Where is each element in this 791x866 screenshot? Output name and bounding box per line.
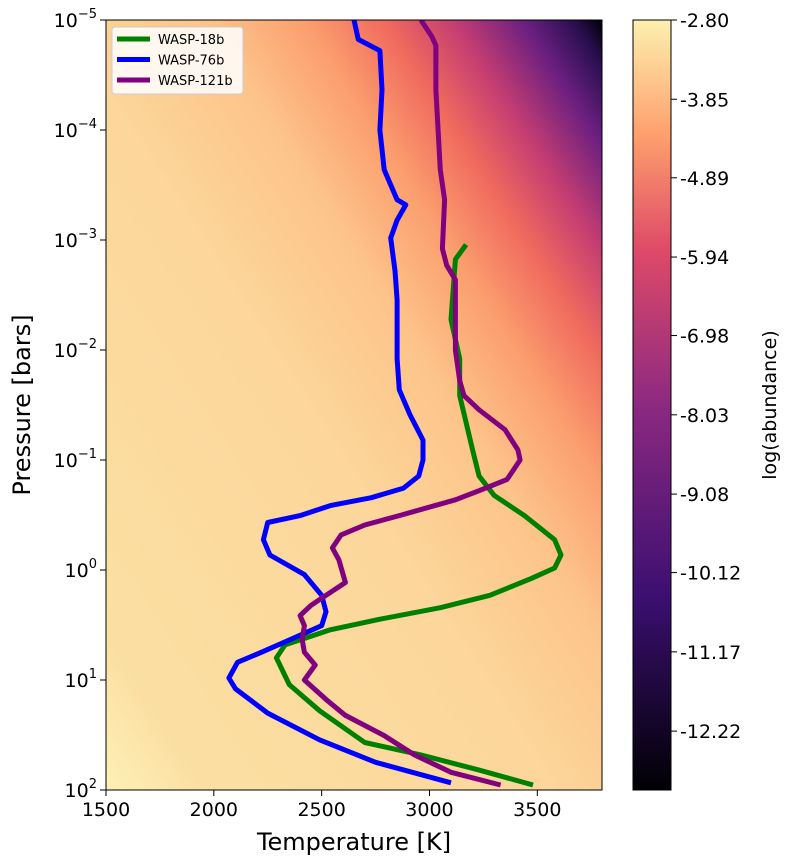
colorbar-tick-label: -4.89 bbox=[680, 168, 729, 190]
colorbar-tick-label: -5.94 bbox=[680, 247, 729, 269]
y-tick-label: 10−5 bbox=[54, 7, 97, 32]
colorbar-label: log(abundance) bbox=[759, 330, 781, 479]
y-tick-label: 10−1 bbox=[54, 447, 97, 472]
x-tick-label: 3000 bbox=[405, 799, 453, 821]
x-tick-label: 3500 bbox=[513, 799, 561, 821]
x-tick-label: 1500 bbox=[82, 799, 130, 821]
y-tick-label: 101 bbox=[65, 667, 97, 692]
legend-box bbox=[111, 26, 244, 95]
colorbar-tick-label: -9.08 bbox=[680, 484, 729, 506]
series-line bbox=[226, 20, 452, 786]
lines bbox=[226, 20, 564, 788]
legend-label: WASP-121b bbox=[158, 74, 233, 89]
legend-label: WASP-76b bbox=[158, 54, 224, 69]
colorbar-tick-label: -2.80 bbox=[680, 10, 729, 32]
colorbar-tick-label: -3.85 bbox=[680, 89, 729, 111]
y-tick-label: 10−2 bbox=[54, 337, 97, 362]
plot-frame bbox=[105, 19, 603, 791]
series-line bbox=[273, 243, 564, 788]
colorbar-tick-label: -8.03 bbox=[680, 405, 729, 427]
series-line bbox=[297, 20, 523, 788]
contour-background bbox=[106, 20, 602, 790]
y-tick-label: 100 bbox=[65, 557, 97, 582]
x-tick-label: 2000 bbox=[190, 799, 238, 821]
colorbar-tick-label: -11.17 bbox=[680, 642, 741, 664]
colorbar-tick-label: -12.22 bbox=[680, 721, 741, 743]
y-axis-label: Pressure [bars] bbox=[8, 314, 36, 495]
y-tick-label: 10−3 bbox=[54, 227, 97, 252]
y-tick-label: 102 bbox=[65, 777, 97, 802]
y-tick-label: 10−4 bbox=[54, 117, 97, 142]
colorbar bbox=[632, 19, 672, 791]
x-axis-label: Temperature [K] bbox=[256, 828, 451, 856]
x-tick-label: 2500 bbox=[297, 799, 345, 821]
legend-label: WASP-18b bbox=[158, 33, 224, 48]
colorbar-tick-label: -6.98 bbox=[680, 326, 729, 348]
colorbar-tick-label: -10.12 bbox=[680, 563, 741, 585]
